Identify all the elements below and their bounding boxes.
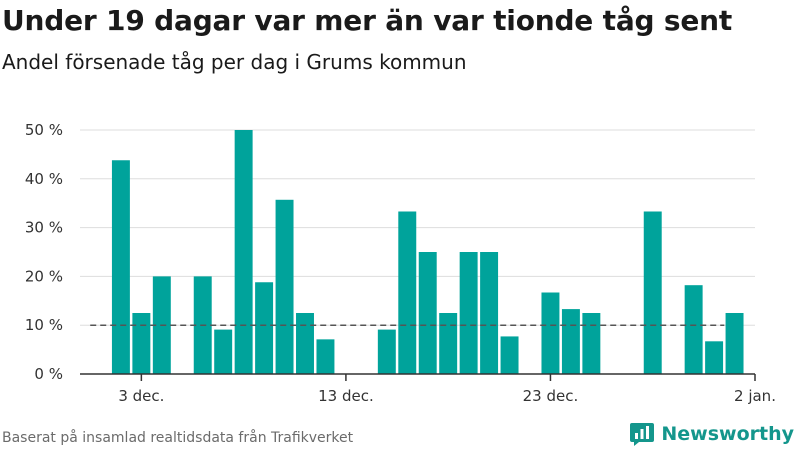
- x-axis: [80, 373, 756, 381]
- bar: [316, 339, 335, 374]
- y-tick-label: 10 %: [25, 316, 63, 334]
- chart-subtitle: Andel försenade tåg per dag i Grums komm…: [2, 50, 467, 74]
- bar: [377, 329, 396, 374]
- bar: [725, 313, 744, 374]
- bar: [459, 252, 478, 374]
- bar: [643, 211, 662, 374]
- bar: [418, 252, 437, 374]
- bar: [705, 341, 724, 374]
- bar: [275, 199, 294, 374]
- bar: [439, 313, 458, 374]
- y-tick-label: 30 %: [25, 219, 63, 237]
- bar: [132, 313, 151, 374]
- x-axis-tick-labels: 3 dec. 13 dec. 23 dec. 2 jan.: [118, 387, 776, 405]
- x-tick-label: 13 dec.: [318, 387, 374, 405]
- x-tick-label: 3 dec.: [118, 387, 164, 405]
- bar: [214, 329, 233, 374]
- bar: [684, 285, 703, 374]
- bar: [255, 282, 274, 374]
- y-tick-label: 20 %: [25, 267, 63, 285]
- bar: [296, 313, 314, 374]
- bar: [541, 292, 560, 374]
- brand-logo[interactable]: Newsworthy: [629, 421, 794, 447]
- brand-name: Newsworthy: [661, 423, 794, 445]
- bar-chart: 0 % 10 % 20 % 30 % 40 % 50 % 3 dec. 13 dec. 23 …: [25, 121, 776, 405]
- y-tick-label: 50 %: [25, 121, 63, 139]
- x-tick-label: 23 dec.: [523, 387, 579, 405]
- bar: [582, 313, 601, 374]
- bar: [111, 160, 130, 374]
- bar: [480, 252, 499, 374]
- source-note: Baserat på insamlad realtidsdata från Tr…: [2, 430, 354, 446]
- x-tick-label: 2 jan.: [734, 387, 776, 405]
- chart-title: Under 19 dagar var mer än var tionde tåg…: [2, 4, 733, 37]
- bar: [398, 211, 417, 374]
- y-tick-label: 40 %: [25, 170, 63, 188]
- bar: [561, 309, 580, 374]
- bars: [111, 130, 744, 374]
- newsworthy-logo-icon: [630, 423, 655, 446]
- bar: [500, 336, 519, 374]
- bar: [234, 130, 253, 374]
- y-tick-label: 0 %: [34, 365, 63, 383]
- y-axis-tick-labels: 0 % 10 % 20 % 30 % 40 % 50 %: [25, 121, 63, 383]
